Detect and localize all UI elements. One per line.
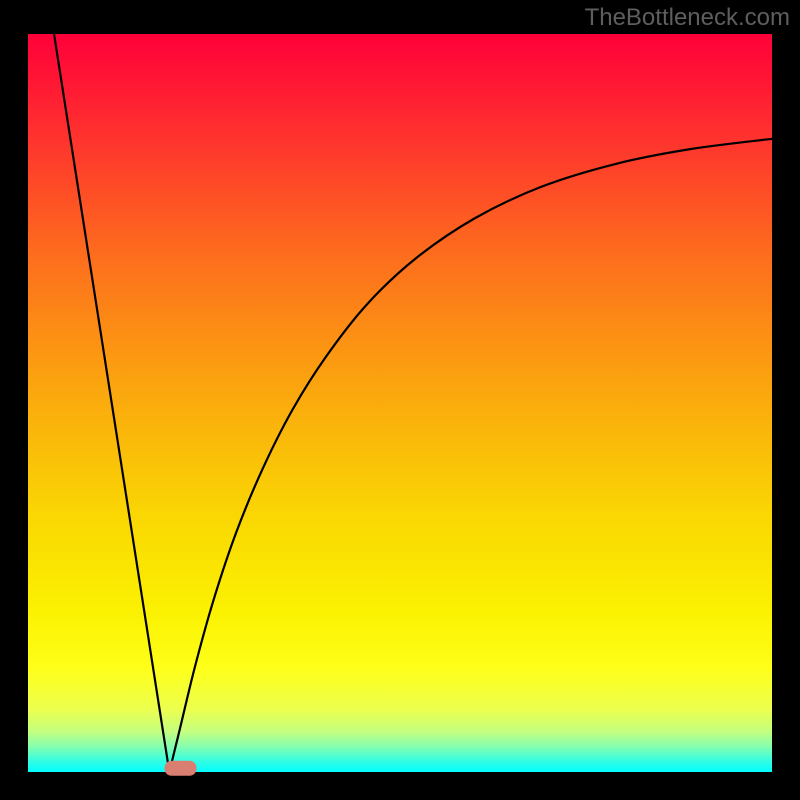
- watermark-text: TheBottleneck.com: [585, 4, 790, 32]
- chart-background: [28, 34, 772, 772]
- chart-svg: [0, 0, 800, 800]
- optimum-marker: [165, 761, 197, 776]
- chart-root: TheBottleneck.com: [0, 0, 800, 800]
